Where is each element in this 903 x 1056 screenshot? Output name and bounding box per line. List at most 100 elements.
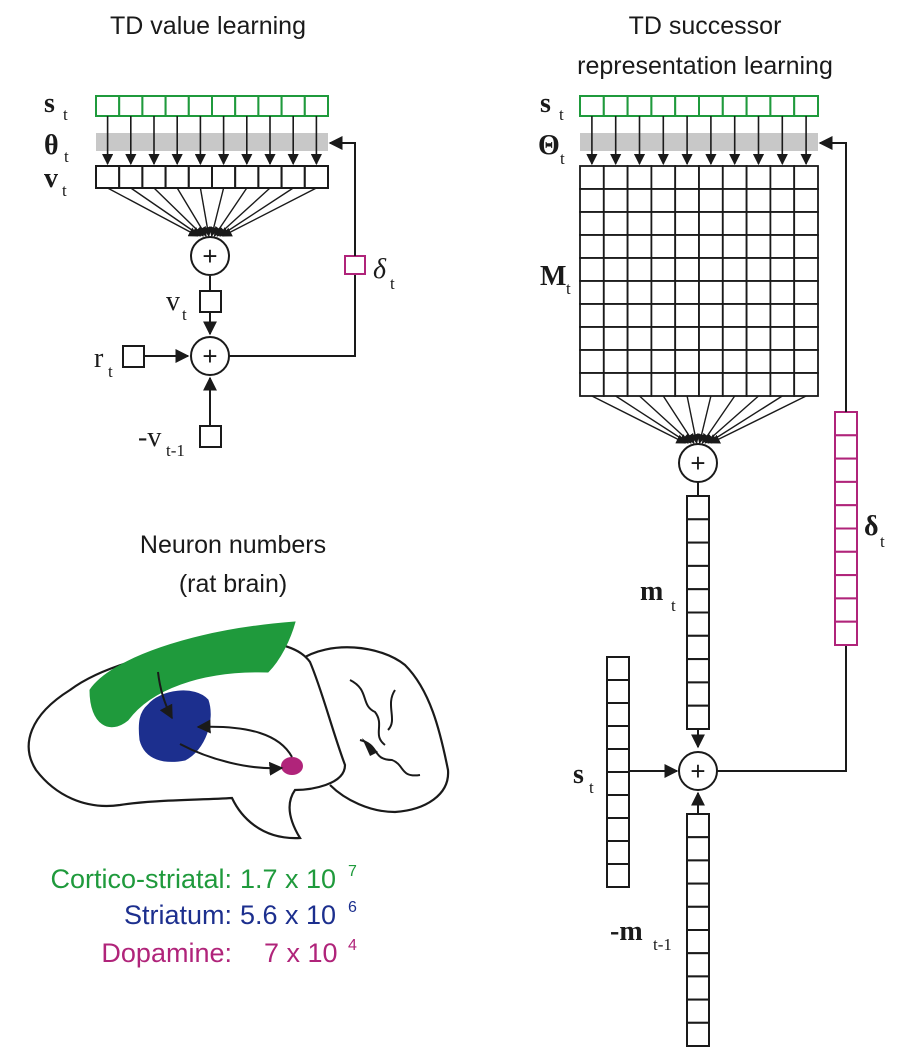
matrix-cell [698,257,724,282]
delta-cell [834,434,858,460]
matrix-cell [698,211,724,236]
matrix-cell [745,234,772,259]
fan-arrow [615,395,689,444]
matrix-cell [626,165,653,190]
fan-arrow [686,395,700,444]
matrix-cell [674,165,700,190]
matrix-cell [793,303,819,328]
label-mprev-sub: t-1 [653,935,672,954]
state-vector-s-right [579,95,820,117]
state-cell [793,95,820,117]
sr-matrix-M [579,165,819,397]
matrix-cell [698,303,724,328]
s-cell [606,817,630,842]
matrix-cell [674,326,700,351]
matrix-cell [674,211,700,236]
matrix-cell [793,326,819,351]
delta-scalar-box [344,255,366,275]
delta-cell [834,550,858,577]
matrix-cell [793,165,819,190]
sum-node-delta-plus: + [202,341,217,371]
sr-vector-mprev [686,813,710,1047]
fan-arrow [216,187,271,237]
matrix-cell [698,349,724,374]
matrix-cell [745,280,772,305]
matrix-cell [674,280,700,305]
sr-vector-m [686,495,710,731]
matrix-cell [769,372,796,397]
sum-node-value [190,236,230,276]
matrix-cell [626,303,653,328]
mprev-cell [686,813,710,839]
delta-cell [834,504,858,530]
value-cell [211,165,237,189]
matrix-cell [769,211,796,236]
matrix-cell [698,280,724,305]
fan-arrow [130,187,202,237]
matrix-cell [793,372,819,397]
mprev-cell [686,905,710,931]
td-sr-panel: TD successor representation learning s t… [538,12,885,1047]
value-cell [118,165,144,189]
matrix-cell [602,280,629,305]
delta-feedback-line-lower [229,274,356,357]
label-delta: δ [373,254,387,285]
mprev-cell [686,859,710,885]
matrix-cell [650,303,677,328]
state-cell [769,95,796,117]
s-cell [606,656,630,681]
s-cell [606,748,630,773]
cortex-to-striatum-arrow [157,671,173,720]
state-cell [745,95,772,117]
matrix-cell [745,211,772,236]
matrix-cell [698,234,724,259]
label-s: s [44,88,55,119]
label-delta-vec: δ [864,511,879,542]
matrix-cell [793,349,819,374]
mprev-cell [686,929,710,955]
mprev-cell [686,975,710,1001]
fan-arrow [710,395,807,444]
matrix-cell [793,280,819,305]
label-delta-sub: t [390,274,395,293]
matrix-cell [674,234,700,259]
matrix-cell [745,257,772,282]
state-cell [626,95,653,117]
fan-arrow [662,395,695,444]
matrix-cell [674,188,700,213]
matrix-cell [579,303,605,328]
matrix-cell [745,188,772,213]
legend-striatum-label: Striatum: [124,900,232,930]
fan-arrow [639,395,692,444]
label-M: M [540,261,566,292]
sum-node-m-plus: + [690,448,705,478]
striatum-region [138,690,211,762]
cerebellum-folia [349,679,421,777]
state-cell [95,95,121,117]
matrix-cell [769,257,796,282]
vt-scalar-box [199,290,222,313]
matrix-cell [579,280,605,305]
matrix-cell [793,211,819,236]
m-cell [686,634,710,661]
label-m: m [640,576,663,607]
matrix-cell [579,372,605,397]
delta-cell [834,597,858,623]
matrix-cell [579,257,605,282]
value-vector-v [95,165,329,189]
td-sr-title-line1: TD successor [629,12,782,40]
matrix-cell [602,165,629,190]
label-vt: v [166,286,180,317]
fan-arrow [153,187,204,237]
matrix-cell [769,349,796,374]
matrix-cell [698,372,724,397]
neuron-title-line1: Neuron numbers [140,531,326,559]
fan-arrow [591,395,687,444]
matrix-cell [626,188,653,213]
s-to-M-arrows [586,116,812,166]
rat-brain-illustration [27,621,450,840]
legend-cortico-label: Cortico-striatal: [50,864,232,894]
state-cell [187,95,214,117]
delta-cell [834,457,858,483]
